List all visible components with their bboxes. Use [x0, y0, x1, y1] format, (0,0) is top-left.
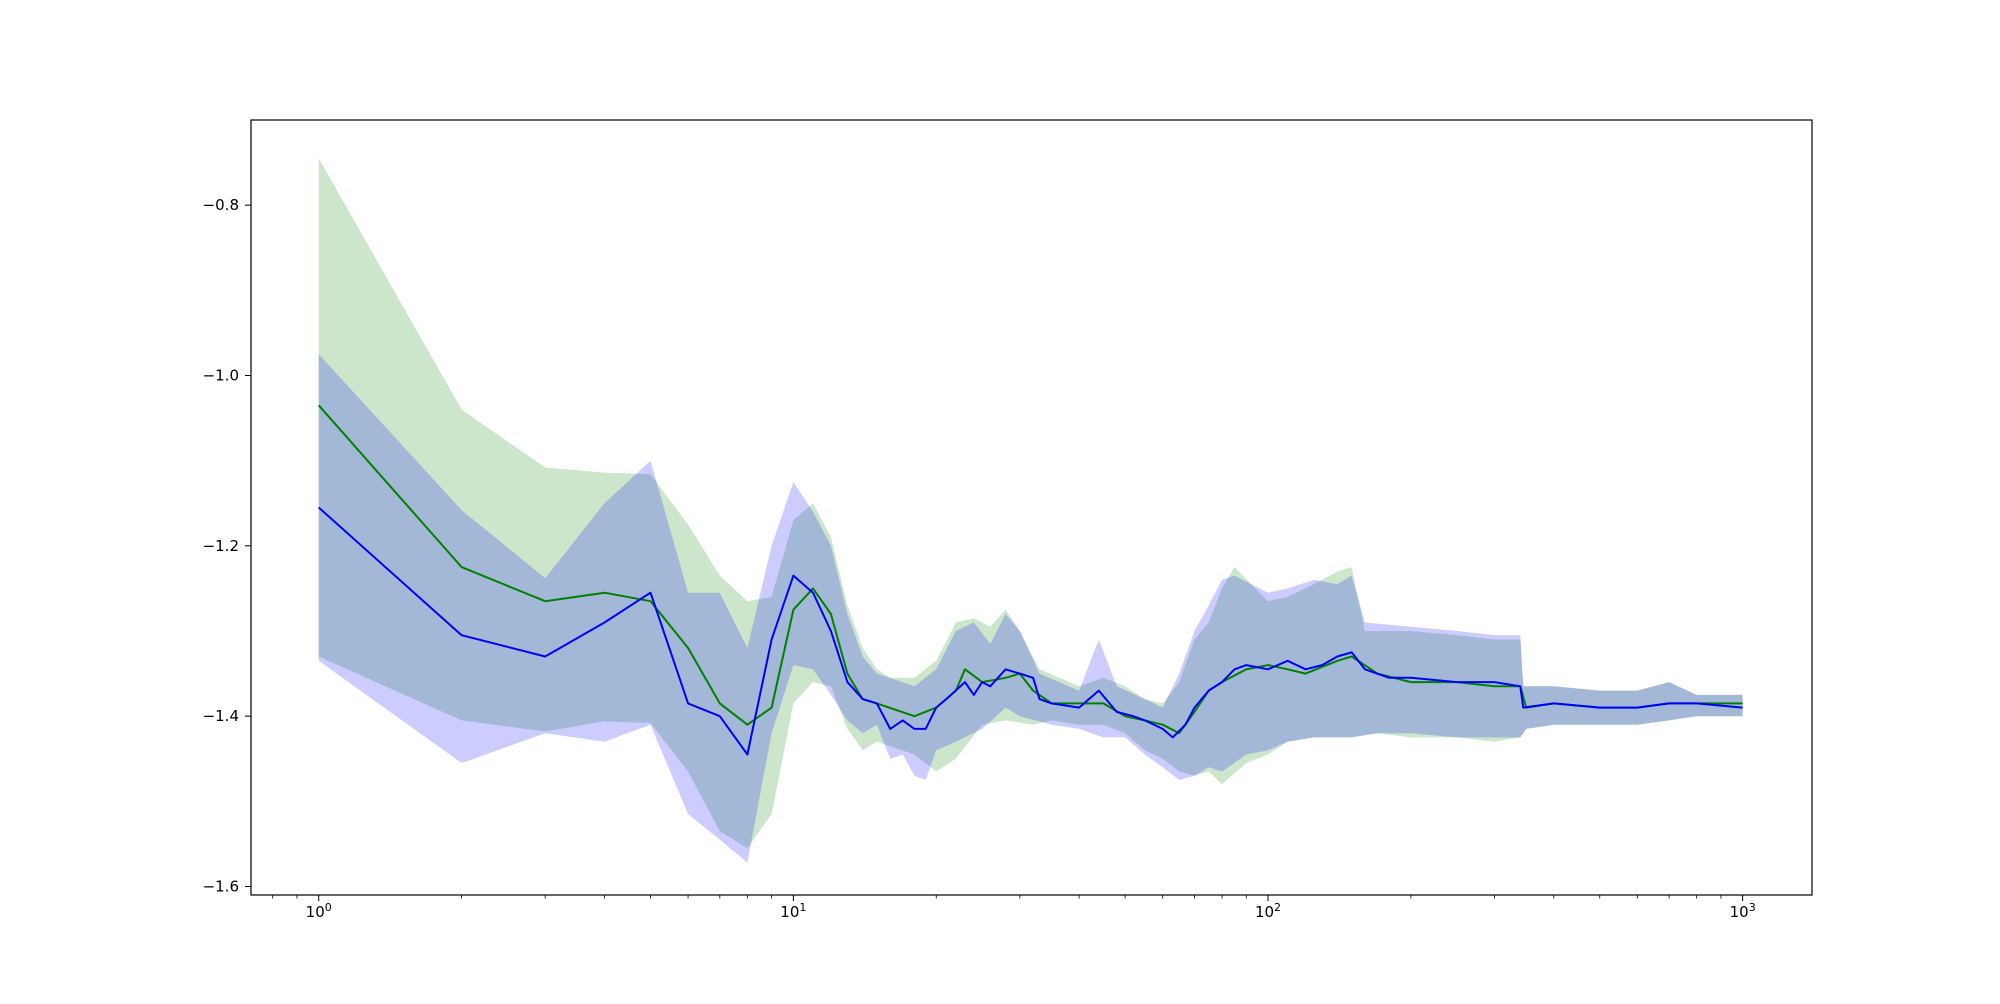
- y-tick-label: −1.6: [203, 877, 239, 895]
- y-tick-label: −0.8: [203, 196, 239, 214]
- y-tick-label: −1.2: [203, 537, 239, 555]
- series-1-line: [317, 404, 1743, 735]
- x-axis: 100 101 102 103: [272, 895, 1756, 921]
- series-2-line: [318, 506, 1743, 756]
- x-tick-label: 102: [1255, 901, 1281, 921]
- y-tick-label: −1.4: [203, 707, 239, 725]
- plot-background: [251, 120, 1812, 895]
- series-2-band: [318, 354, 1743, 863]
- x-tick-label: 103: [1730, 901, 1756, 921]
- x-tick-label: 101: [780, 901, 806, 921]
- y-tick-label: −1.0: [203, 366, 239, 384]
- line-layer: [317, 404, 1743, 756]
- x-tick-label: 100: [306, 901, 332, 921]
- y-axis: −0.8 −1.0 −1.2 −1.4 −1.6: [203, 196, 251, 895]
- plot-frame: [250, 119, 1813, 896]
